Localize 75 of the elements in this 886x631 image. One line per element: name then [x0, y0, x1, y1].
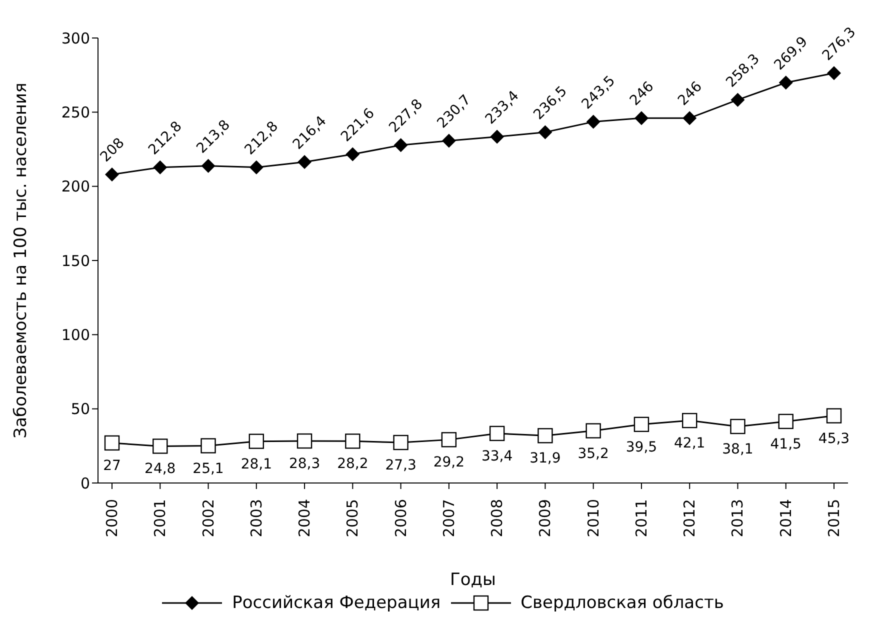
- x-tick-label: 2015: [825, 499, 843, 538]
- y-tick-label: 100: [61, 326, 90, 344]
- y-tick-label: 250: [61, 103, 90, 122]
- y-tick-label: 150: [61, 252, 90, 270]
- point: [682, 412, 698, 428]
- point: [104, 435, 120, 451]
- data-label: 25,1: [192, 460, 224, 477]
- x-tick-label: 2010: [584, 499, 602, 538]
- data-label: 45,3: [818, 430, 850, 447]
- x-tick-label: 2000: [103, 499, 121, 538]
- data-label: 33,4: [481, 448, 513, 464]
- x-tick-label: 2011: [632, 499, 650, 538]
- x-axis-title: Годы: [450, 570, 496, 590]
- y-tick-label: 300: [61, 29, 90, 48]
- point: [249, 160, 264, 174]
- point: [442, 134, 456, 148]
- point: [538, 428, 553, 444]
- point: [778, 76, 793, 90]
- point: [586, 423, 601, 438]
- point: [441, 432, 457, 448]
- point: [298, 155, 312, 170]
- x-tick-label: 2012: [680, 499, 699, 538]
- point: [586, 114, 600, 129]
- point: [345, 434, 360, 449]
- y-tick-label: 200: [61, 178, 90, 196]
- data-label: 31,9: [530, 450, 561, 467]
- x-tick-label: 2014: [776, 499, 795, 538]
- legend-label: Свердловская область: [520, 593, 724, 613]
- point: [393, 434, 408, 450]
- point: [538, 125, 552, 140]
- x-tick-label: 2006: [392, 499, 410, 538]
- y-tick-label: 50: [70, 400, 90, 418]
- x-tick-label: 2005: [344, 499, 362, 538]
- y-tick-label: 0: [80, 474, 90, 492]
- point: [730, 418, 746, 434]
- point: [730, 92, 745, 107]
- point: [248, 434, 264, 449]
- y-axis-title: Заболеваемость на 100 тыс. населения: [11, 82, 32, 438]
- point: [201, 158, 216, 173]
- point: [200, 438, 216, 454]
- point: [394, 138, 408, 152]
- point: [152, 438, 168, 454]
- data-label: 24,8: [144, 461, 176, 478]
- x-tick-label: 2013: [728, 499, 747, 538]
- data-label: 39,5: [626, 439, 658, 456]
- point: [489, 426, 505, 442]
- x-tick-label: 2004: [296, 499, 314, 538]
- data-label: 42,1: [674, 436, 706, 452]
- data-label: 38,1: [722, 441, 754, 458]
- point: [682, 111, 697, 126]
- data-label: 29,2: [433, 454, 465, 471]
- point: [827, 66, 841, 80]
- point: [778, 414, 794, 430]
- point: [346, 147, 360, 162]
- point: [634, 111, 648, 126]
- data-label: 28,1: [240, 456, 272, 472]
- x-tick-label: 2009: [536, 499, 554, 538]
- data-label: 27,3: [385, 458, 416, 474]
- point: [826, 408, 842, 424]
- x-tick-label: 2002: [199, 499, 218, 538]
- data-label: 41,5: [770, 436, 802, 452]
- data-label: 28,2: [337, 456, 368, 472]
- point: [634, 416, 650, 432]
- point: [490, 130, 504, 144]
- data-label: 35,2: [578, 446, 609, 462]
- point: [296, 433, 312, 449]
- x-tick-label: 2007: [440, 499, 458, 538]
- point: [105, 167, 119, 182]
- point: [153, 160, 168, 174]
- x-tick-label: 2001: [151, 499, 170, 538]
- legend-label: Российская Федерация: [232, 593, 441, 613]
- x-tick-label: 2003: [247, 499, 266, 538]
- data-label: 28,3: [288, 456, 320, 472]
- data-label: 27: [103, 458, 121, 474]
- x-tick-label: 2008: [488, 499, 506, 538]
